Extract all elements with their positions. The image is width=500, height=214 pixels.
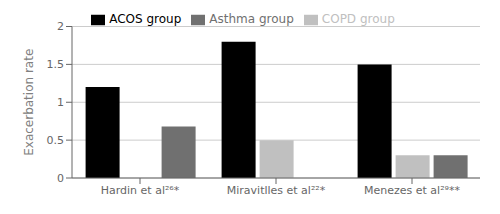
svg-text:1.5: 1.5: [47, 58, 65, 71]
svg-text:0: 0: [57, 172, 64, 185]
html-text:COPD group: COPD group: [321, 12, 395, 26]
svg-text:1: 1: [57, 96, 64, 109]
svg-text:Hardin et al²⁶*: Hardin et al²⁶*: [101, 184, 180, 197]
svg-text:0.5: 0.5: [47, 134, 65, 147]
svg-text:Menezes et al²⁹**: Menezes et al²⁹**: [364, 184, 460, 197]
html-text:Asthma group: Asthma group: [209, 12, 294, 26]
svg-text:2: 2: [57, 20, 64, 33]
svg-text:Miravitlles et al²²*: Miravitlles et al²²*: [227, 184, 326, 197]
html-text:ACOS group: ACOS group: [109, 12, 182, 26]
svg-text:Exacerbation rate: Exacerbation rate: [22, 49, 36, 156]
